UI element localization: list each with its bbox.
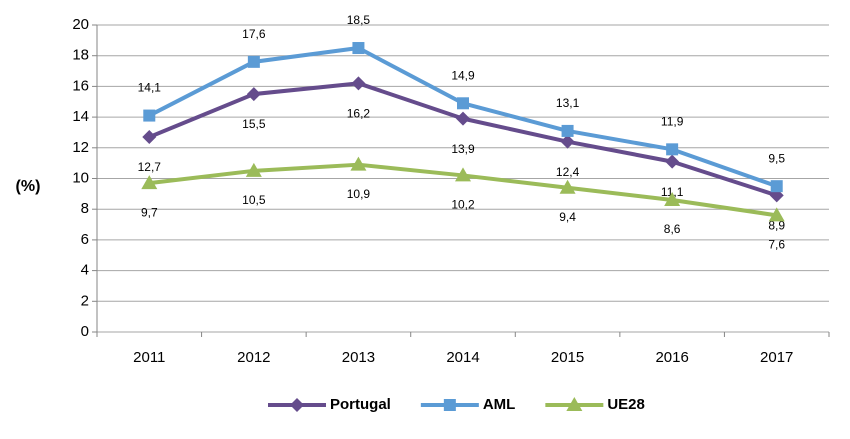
data-label: 11,9 <box>661 115 684 129</box>
marker <box>457 97 469 110</box>
legend-item: Portugal <box>268 396 391 413</box>
legend-label: UE28 <box>607 396 645 413</box>
marker <box>246 87 261 102</box>
marker <box>247 55 260 68</box>
marker <box>290 398 304 412</box>
data-label: 10,9 <box>347 187 371 201</box>
data-label: 13,9 <box>451 142 475 156</box>
legend-item: AML <box>420 396 516 413</box>
marker <box>143 109 156 122</box>
x-tick-label: 2017 <box>760 349 793 366</box>
data-label: 12,4 <box>556 165 580 179</box>
y-tick-label: 2 <box>81 292 89 309</box>
y-tick-label: 10 <box>72 169 89 186</box>
marker <box>141 175 158 190</box>
marker <box>245 162 262 177</box>
data-label: 9,7 <box>141 205 158 219</box>
legend-label: Portugal <box>330 396 391 413</box>
marker <box>664 191 681 206</box>
data-label: 14,1 <box>138 81 162 95</box>
data-label: 18,5 <box>347 13 371 27</box>
legend-item: UE28 <box>545 396 645 413</box>
marker <box>456 111 470 126</box>
marker <box>770 180 783 193</box>
data-label: 17,6 <box>242 27 266 41</box>
x-tick-label: 2016 <box>655 349 688 366</box>
y-tick-label: 12 <box>72 139 89 156</box>
data-label: 7,6 <box>768 238 785 252</box>
y-tick-label: 0 <box>81 323 89 340</box>
marker <box>566 397 583 411</box>
data-label: 8,6 <box>664 222 681 236</box>
data-label: 16,2 <box>347 107 371 121</box>
marker <box>351 76 366 91</box>
x-tick-label: 2012 <box>237 349 270 366</box>
legend-label: AML <box>483 396 516 413</box>
marker <box>559 179 576 194</box>
data-label: 9,5 <box>768 151 785 165</box>
data-label: 8,9 <box>768 219 785 233</box>
marker <box>455 167 471 182</box>
data-label: 15,5 <box>242 117 266 131</box>
data-label: 10,5 <box>242 193 266 207</box>
y-tick-label: 4 <box>81 262 89 279</box>
marker <box>443 399 456 411</box>
data-label: 14,9 <box>451 68 475 82</box>
y-tick-label: 8 <box>81 200 89 217</box>
x-tick-label: 2014 <box>446 349 479 366</box>
data-label: 12,7 <box>138 160 162 174</box>
data-label: 13,1 <box>556 96 580 110</box>
data-label: 9,4 <box>559 210 576 224</box>
y-axis-label: (%) <box>16 178 41 195</box>
marker <box>352 42 365 55</box>
y-tick-label: 14 <box>72 108 89 125</box>
x-tick-label: 2011 <box>133 349 165 366</box>
y-tick-label: 6 <box>81 231 89 248</box>
data-label: 11,1 <box>661 185 684 199</box>
x-tick-label: 2015 <box>551 349 584 366</box>
marker <box>560 134 575 149</box>
x-tick-label: 2013 <box>342 349 375 366</box>
y-tick-label: 16 <box>72 77 89 94</box>
marker <box>768 207 785 222</box>
marker <box>561 124 574 137</box>
marker <box>142 130 157 145</box>
data-label: 10,2 <box>451 198 475 212</box>
marker <box>350 156 367 171</box>
y-tick-label: 20 <box>72 16 89 33</box>
y-tick-label: 18 <box>72 47 89 64</box>
marker <box>665 154 680 169</box>
marker <box>666 143 679 156</box>
